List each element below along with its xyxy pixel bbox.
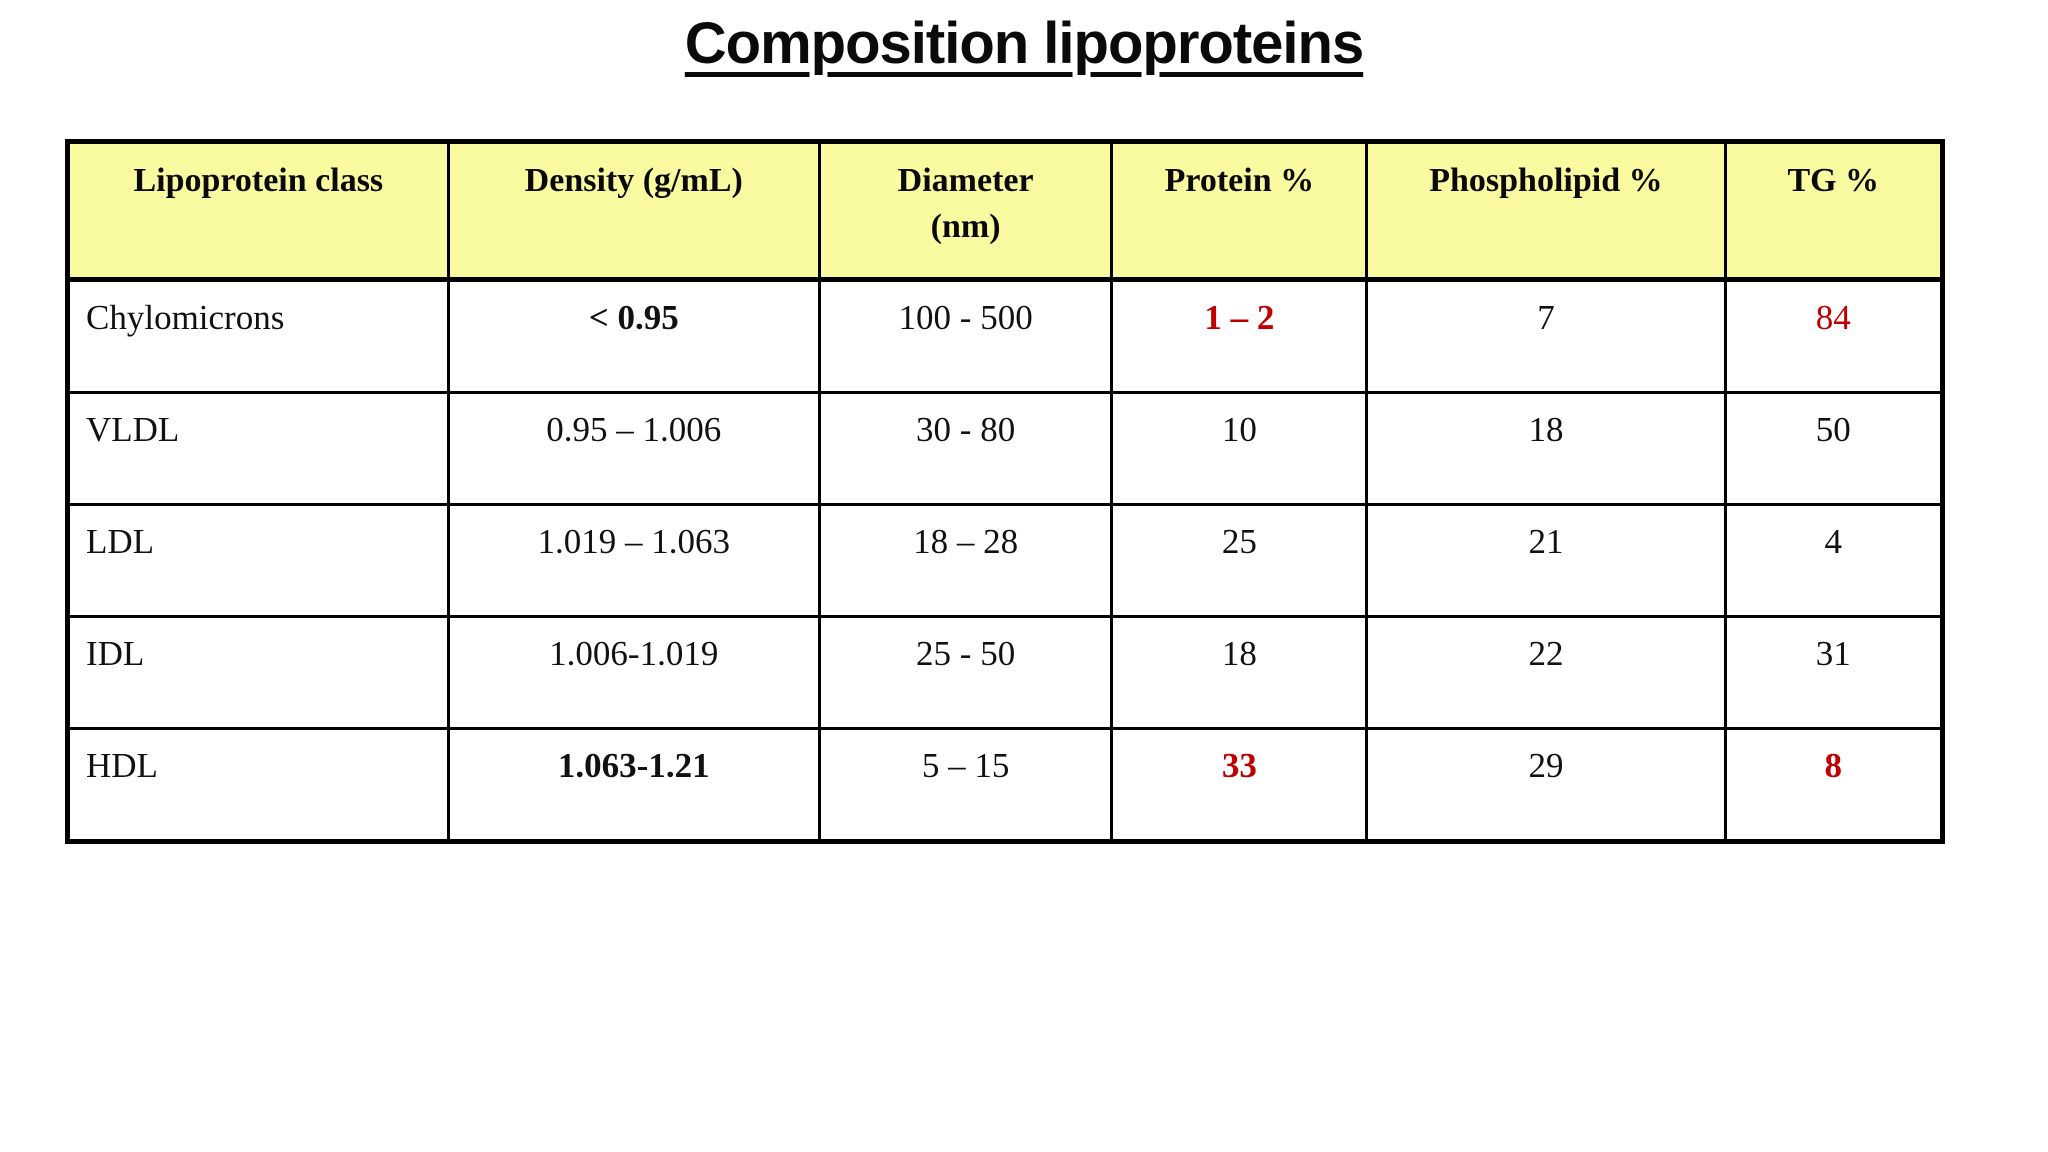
table-cell: < 0.95	[446, 278, 821, 394]
header-cell-0: Lipoprotein class	[66, 140, 450, 282]
table-cell: LDL	[66, 503, 450, 618]
table-cell: 50	[1723, 391, 1944, 506]
table-row: VLDL 0.95 – 1.006 30 - 80 10 18 50	[66, 391, 1944, 506]
table-row: IDL 1.006-1.019 25 - 50 18 22 31	[66, 615, 1944, 730]
table-cell: 29	[1365, 727, 1727, 843]
table-cell: 1 – 2	[1110, 278, 1369, 394]
header-row: Lipoprotein class Density (g/mL) Diameter …	[66, 140, 1944, 282]
table-cell: 1.063-1.21	[446, 727, 821, 843]
table-cell: Chylomicrons	[66, 278, 450, 394]
table-cell: 22	[1365, 615, 1727, 730]
table-cell: 33	[1110, 727, 1369, 843]
table-cell: 0.95 – 1.006	[446, 391, 821, 506]
table-cell: 30 - 80	[817, 391, 1114, 506]
table-cell: 84	[1723, 278, 1944, 394]
table-body: Chylomicrons < 0.95 100 - 500 1 – 2 7 84 VLDL 0…	[66, 278, 1944, 843]
table-cell: 1.019 – 1.063	[446, 503, 821, 618]
table-cell: 31	[1723, 615, 1944, 730]
table-row: LDL 1.019 – 1.063 18 – 28 25 21 4	[66, 503, 1944, 618]
header-cell-4: Phospholipid %	[1365, 140, 1727, 282]
table-cell: 4	[1723, 503, 1944, 618]
page-title: Composition lipoproteins	[684, 11, 1364, 76]
table-cell: 25 - 50	[817, 615, 1114, 730]
table-cell: HDL	[66, 727, 450, 843]
table-cell: 18	[1110, 615, 1369, 730]
table-cell: 5 – 15	[817, 727, 1114, 843]
table-cell: 7	[1365, 278, 1727, 394]
table-cell: 21	[1365, 503, 1727, 618]
table-cell: 10	[1110, 391, 1369, 506]
header-cell-5: TG %	[1723, 140, 1944, 282]
table-cell: 100 - 500	[817, 278, 1114, 394]
header-cell-1: Density (g/mL)	[446, 140, 821, 282]
table-row: Chylomicrons < 0.95 100 - 500 1 – 2 7 84	[66, 278, 1944, 394]
table-cell: IDL	[66, 615, 450, 730]
lipoprotein-table: Lipoprotein class Density (g/mL) Diameter …	[65, 139, 1945, 844]
table-cell: 1.006-1.019	[446, 615, 821, 730]
header-cell-2: Diameter (nm)	[817, 140, 1114, 282]
table-row: HDL 1.063-1.21 5 – 15 33 29 8	[66, 727, 1944, 843]
table-cell: 25	[1110, 503, 1369, 618]
table-cell: VLDL	[66, 391, 450, 506]
header-cell-3: Protein %	[1110, 140, 1369, 282]
table-cell: 18	[1365, 391, 1727, 506]
table-cell: 8	[1723, 727, 1944, 843]
table-cell: 18 – 28	[817, 503, 1114, 618]
